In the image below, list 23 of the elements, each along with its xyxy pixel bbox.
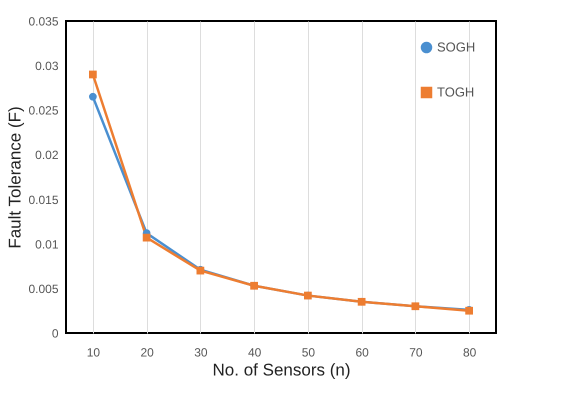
x-tick-label: 80 <box>462 346 477 360</box>
x-tick-label: 50 <box>302 346 316 360</box>
x-tick-label: 40 <box>248 346 262 360</box>
y-tick-label: 0.02 <box>35 148 59 162</box>
x-tick-label: 10 <box>86 346 100 360</box>
x-tick-label: 70 <box>409 346 423 360</box>
y-tick-label: 0.025 <box>28 104 59 118</box>
y-tick-label: 0.01 <box>35 237 59 252</box>
point <box>142 234 150 242</box>
y-tick-label: 0.035 <box>28 14 59 28</box>
y-tick-label: 0.015 <box>28 192 59 207</box>
x-tick-label: 20 <box>140 346 154 360</box>
y-tick-label: 0.03 <box>35 59 59 74</box>
point <box>89 92 97 101</box>
x-tick-label: 60 <box>355 346 370 360</box>
x-axis-title: No. of Sensors (n) <box>212 360 350 380</box>
point <box>89 70 97 78</box>
y-tick-label: 0 <box>52 326 59 340</box>
y-axis-title: Fault Tolerance (F) <box>5 106 24 249</box>
x-tick-label: 30 <box>194 346 208 360</box>
y-tick-label: 0.005 <box>28 282 59 296</box>
legend-label: TOGH <box>437 84 474 100</box>
legend-label: SOGH <box>437 40 476 54</box>
